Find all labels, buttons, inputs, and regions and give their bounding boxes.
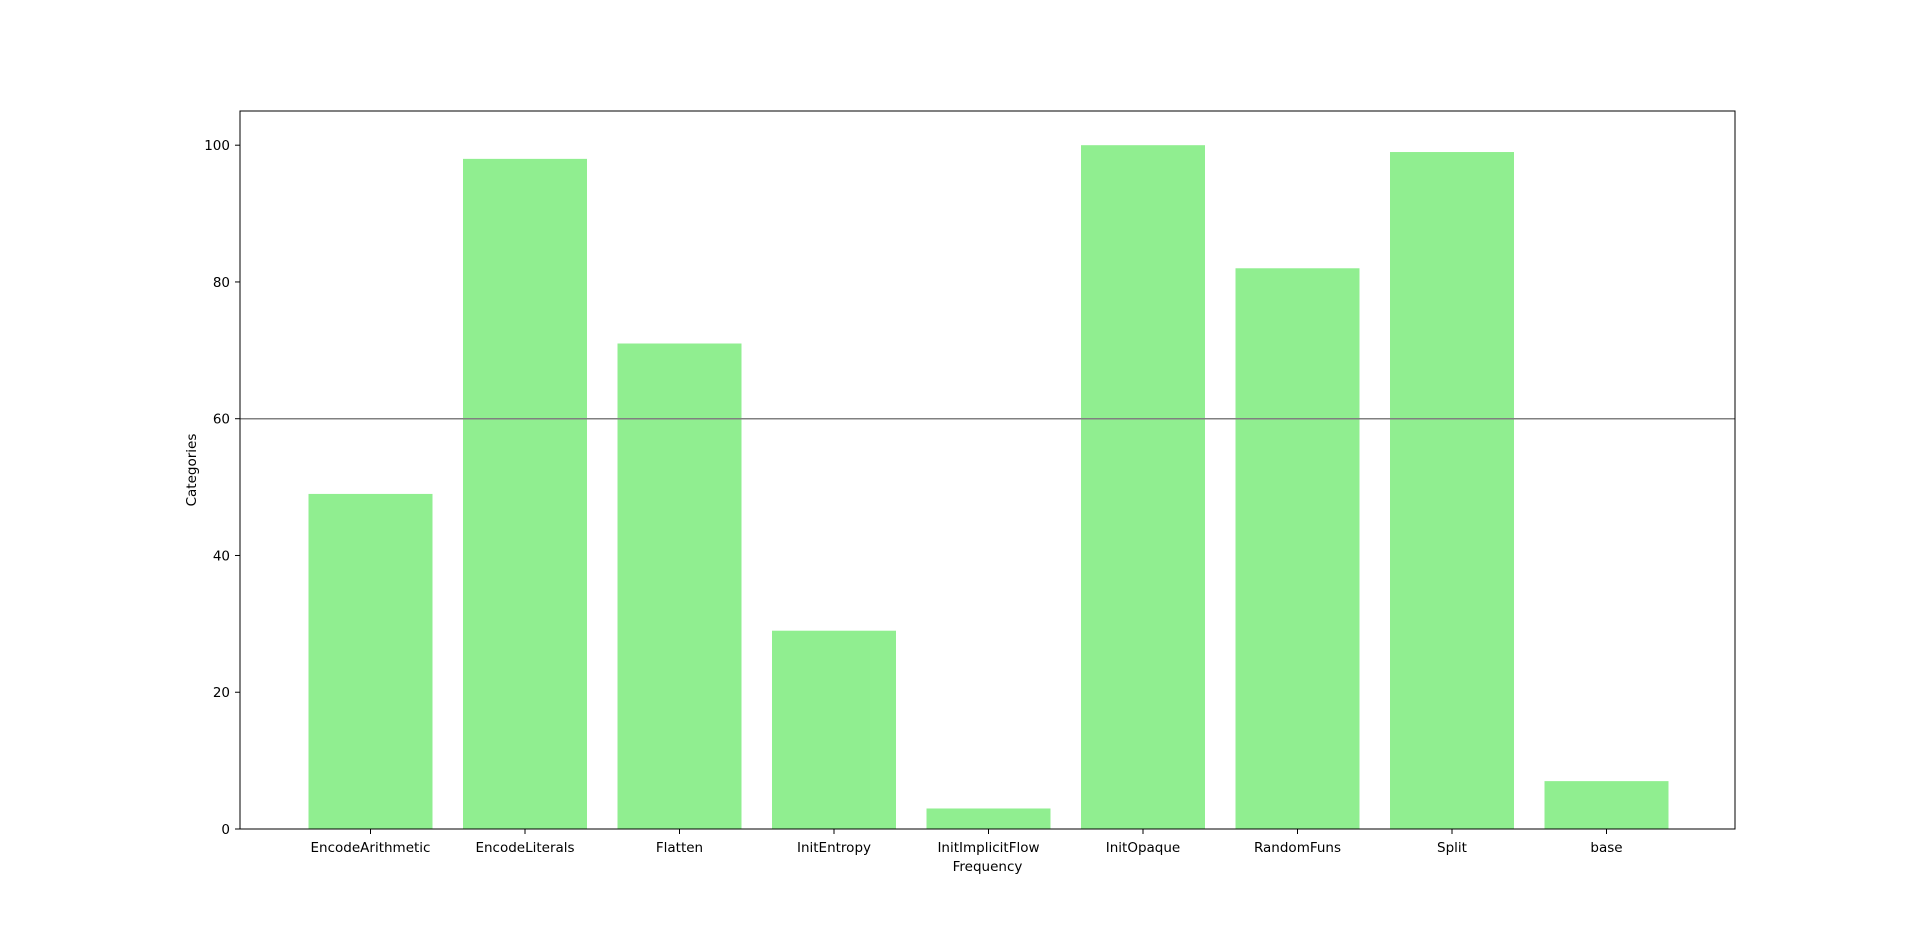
x-tick-label: base xyxy=(1590,840,1622,856)
x-tick-label: Flatten xyxy=(656,840,703,856)
bar-RandomFuns xyxy=(1235,268,1360,829)
bar-InitImplicitFlow xyxy=(926,808,1051,829)
axes-frame xyxy=(239,110,1736,830)
x-tick-label: InitOpaque xyxy=(1106,840,1180,856)
bar-EncodeLiterals xyxy=(463,158,587,829)
bar-InitEntropy xyxy=(772,630,896,829)
bars-group xyxy=(308,145,1669,829)
y-tick-label: 60 xyxy=(213,412,230,428)
y-tick-label: 100 xyxy=(204,138,230,154)
x-tick-label: InitImplicitFlow xyxy=(937,840,1039,856)
y-axis-label: Categories xyxy=(184,434,200,507)
x-tick-label: EncodeLiterals xyxy=(475,840,574,856)
bar-InitOpaque xyxy=(1081,145,1205,829)
x-tick-label: InitEntropy xyxy=(797,840,871,856)
x-axis-ticks: EncodeArithmetic EncodeLiterals Flatten Ini… xyxy=(311,829,1623,856)
bar-EncodeArithmetic xyxy=(308,493,433,829)
x-tick-label: Split xyxy=(1437,840,1467,856)
x-tick-label: EncodeArithmetic xyxy=(311,840,431,856)
y-tick-label: 20 xyxy=(213,685,230,701)
bar-base xyxy=(1544,781,1669,829)
bar-Split xyxy=(1390,152,1514,829)
y-axis-ticks: 0 20 40 60 80 100 xyxy=(204,138,240,838)
x-axis-label: Frequency xyxy=(953,859,1023,875)
x-tick-label: RandomFuns xyxy=(1254,840,1341,856)
y-tick-label: 0 xyxy=(221,822,230,838)
y-tick-label: 40 xyxy=(213,548,230,564)
y-tick-label: 80 xyxy=(213,275,230,291)
bar-Flatten xyxy=(617,343,742,829)
